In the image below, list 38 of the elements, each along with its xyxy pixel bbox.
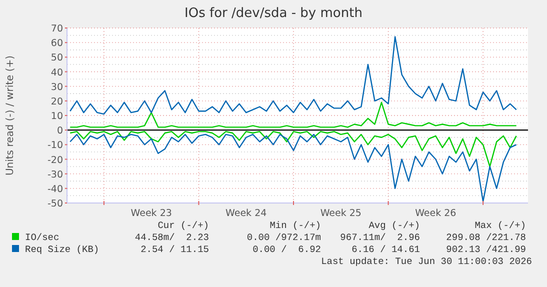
- y-tick-label: -50: [47, 198, 63, 210]
- x-tick-label: Week 24: [226, 208, 267, 219]
- y-tick-label: -30: [47, 169, 63, 180]
- text: Max (-/+): [474, 220, 526, 231]
- x-tick-label: Week 23: [130, 208, 172, 219]
- y-tick-label: 40: [50, 67, 63, 78]
- text: 0.00 / 6.92: [252, 244, 322, 255]
- text: Avg (-/+): [368, 220, 420, 231]
- y-tick-label: -20: [47, 154, 63, 166]
- legend-label: IO/sec: [25, 232, 60, 243]
- text: 6.16 / 14.61: [352, 244, 420, 255]
- chart-title: IOs for /dev/sda - by month: [184, 6, 362, 21]
- legend-label: Req Size (KB): [25, 244, 100, 255]
- text: Last update: Tue Jun 30 11:00:03 2026: [321, 256, 532, 267]
- text: 2.54 / 11.15: [140, 244, 210, 255]
- line-series: [70, 36, 517, 115]
- y-tick-label: 10: [50, 111, 63, 122]
- y-tick-label: 70: [50, 24, 63, 34]
- y-tick-label: 30: [50, 82, 63, 93]
- text: 44.58m/ 2.23: [134, 232, 210, 243]
- x-tick-label: Week 26: [415, 208, 456, 219]
- y-tick-label: -40: [47, 184, 63, 195]
- y-tick-label: -10: [47, 140, 63, 152]
- line-series: [70, 102, 517, 128]
- y-axis-title: Units read (-) / write (+): [5, 55, 16, 176]
- text: 967.11m/ 2.96: [340, 232, 420, 243]
- text: 902.13 /421.99: [446, 244, 526, 255]
- text: Min (-/+): [270, 220, 321, 231]
- text: 299.08 /221.78: [446, 232, 526, 243]
- y-tick-label: 50: [50, 52, 63, 64]
- line-series: [70, 134, 517, 202]
- y-tick-label: 20: [50, 96, 63, 108]
- y-tick-label: 0: [56, 126, 63, 137]
- text: Cur (-/+): [158, 220, 209, 231]
- x-tick-label: Week 25: [320, 208, 362, 219]
- y-tick-label: 60: [50, 38, 63, 50]
- text: 0.00 /972.17m: [246, 232, 322, 243]
- line-series: [70, 130, 517, 168]
